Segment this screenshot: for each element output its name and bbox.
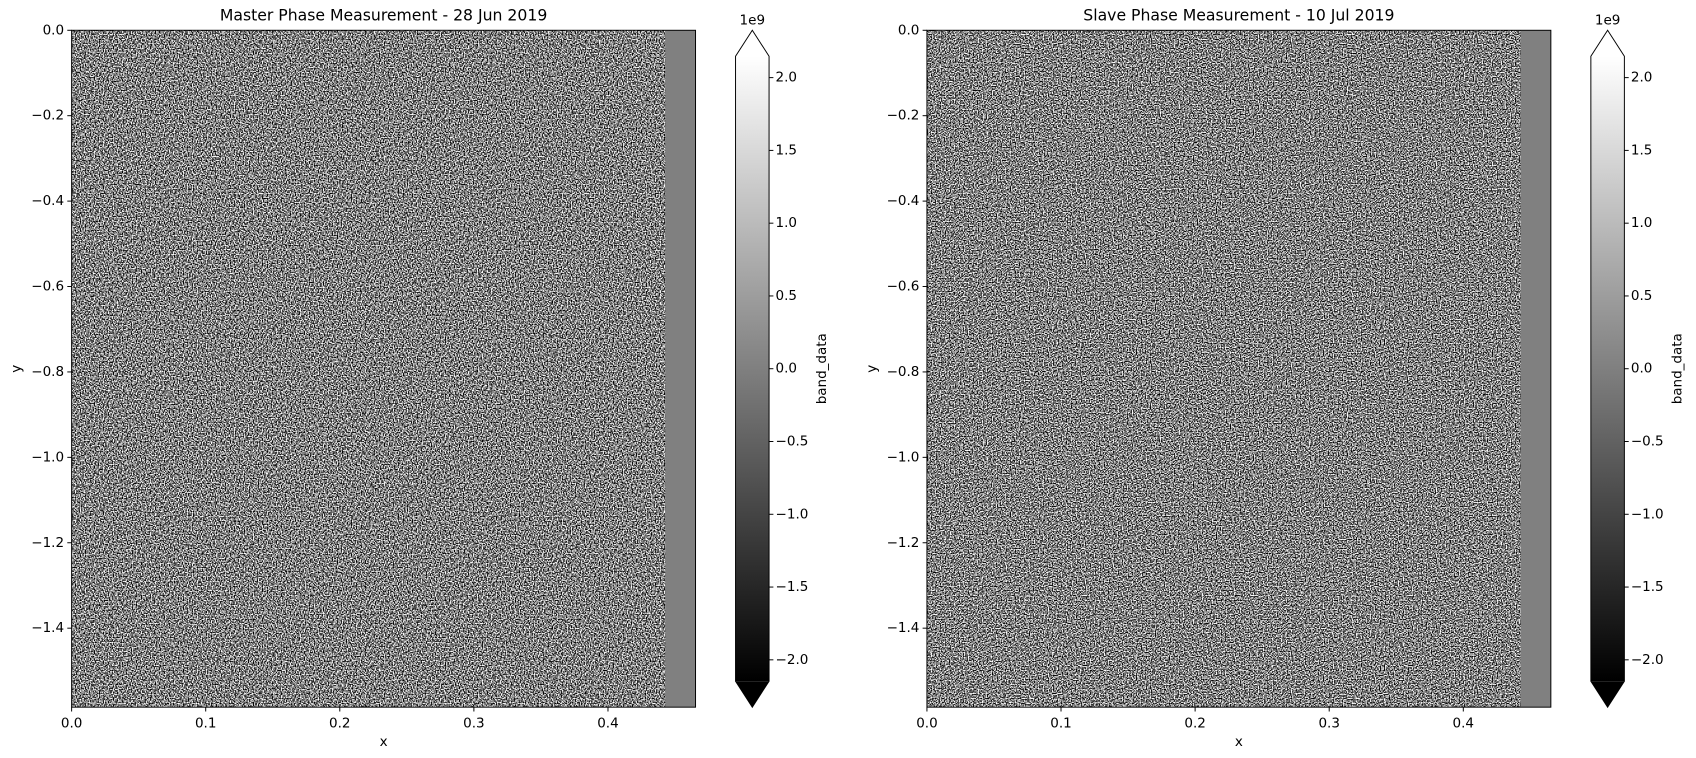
colorbar-tick-label: 2.0: [1631, 70, 1652, 86]
constant-strip: [665, 30, 696, 708]
colorbar-tick-label: −1.0: [1631, 506, 1664, 522]
colorbar-tick-label: −1.5: [776, 579, 809, 595]
phase-image: [926, 30, 1521, 708]
x-tick-label: 0.2: [1184, 715, 1205, 731]
colorbar-tick-label: 1.0: [776, 215, 797, 231]
y-tick-label: −1.2: [887, 535, 920, 551]
colorbar: [1590, 56, 1625, 682]
chart-title: Master Phase Measurement - 28 Jun 2019: [220, 6, 547, 25]
colorbar-tick-label: 2.0: [776, 70, 797, 86]
colorbar-tick-label: 0.0: [776, 361, 797, 377]
colorbar-tick-label: −1.5: [1631, 579, 1664, 595]
colorbar-tick-label: 1.5: [776, 142, 797, 158]
axes-frame: [926, 29, 1552, 708]
colorbar-label: band_data: [1669, 333, 1685, 404]
y-tick-label: −0.4: [887, 193, 920, 209]
y-tick-label: −0.2: [31, 108, 64, 124]
colorbar-extend-max: [735, 30, 770, 57]
colorbar-tick-label: −2.0: [776, 652, 809, 668]
y-tick-label: −0.6: [887, 279, 920, 295]
axes-frame: [71, 29, 697, 708]
x-tick-label: 0.4: [1453, 715, 1474, 731]
x-axis-label: x: [1235, 734, 1243, 750]
x-tick-label: 0.0: [61, 715, 82, 731]
x-tick-label: 0.4: [597, 715, 618, 731]
chart-title: Slave Phase Measurement - 10 Jul 2019: [1083, 6, 1394, 25]
colorbar: [735, 56, 770, 682]
x-axis-label: x: [380, 734, 388, 750]
colorbar-extend-min: [1590, 681, 1625, 708]
colorbar-outline: [1590, 29, 1625, 709]
colorbar-tick-label: 1.5: [1631, 142, 1652, 158]
y-tick-label: −1.0: [31, 449, 64, 465]
y-tick-label: 0.0: [43, 22, 64, 38]
colorbar-extend-min: [735, 681, 770, 708]
y-tick-label: −1.4: [887, 620, 920, 636]
y-tick-label: −0.2: [887, 108, 920, 124]
y-tick-label: −0.8: [31, 364, 64, 380]
colorbar-tick-label: 1.0: [1631, 215, 1652, 231]
colorbar-tick-label: 0.5: [776, 288, 797, 304]
y-tick-label: −0.6: [31, 279, 64, 295]
constant-strip: [1520, 30, 1551, 708]
x-tick-label: 0.3: [1318, 715, 1339, 731]
x-tick-label: 0.1: [1050, 715, 1071, 731]
y-axis-label: y: [8, 365, 24, 373]
y-axis-label: y: [864, 365, 880, 373]
colorbar-tick-label: −0.5: [776, 434, 809, 450]
colorbar-offset: 1e9: [1595, 13, 1620, 29]
x-tick-label: 0.1: [195, 715, 216, 731]
y-tick-label: 0.0: [898, 22, 919, 38]
colorbar-offset: 1e9: [740, 13, 765, 29]
x-tick-label: 0.2: [329, 715, 350, 731]
y-tick-label: −1.2: [31, 535, 64, 551]
colorbar-tick-label: −1.0: [776, 506, 809, 522]
colorbar-tick-label: −0.5: [1631, 434, 1664, 450]
colorbar-tick-label: 0.0: [1631, 361, 1652, 377]
colorbar-outline: [735, 29, 770, 709]
colorbar-tick-label: 0.5: [1631, 288, 1652, 304]
y-tick-label: −1.0: [887, 449, 920, 465]
phase-image: [71, 30, 666, 708]
y-tick-label: −0.8: [887, 364, 920, 380]
y-tick-label: −0.4: [31, 193, 64, 209]
colorbar-extend-max: [1590, 30, 1625, 57]
colorbar-label: band_data: [814, 333, 830, 404]
x-tick-label: 0.0: [916, 715, 937, 731]
x-tick-label: 0.3: [463, 715, 484, 731]
colorbar-tick-label: −2.0: [1631, 652, 1664, 668]
y-tick-label: −1.4: [31, 620, 64, 636]
